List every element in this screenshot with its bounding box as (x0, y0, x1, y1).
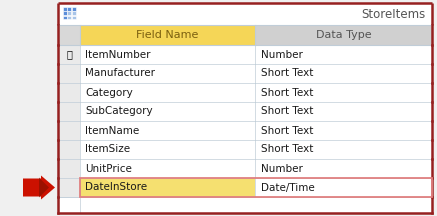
Text: Number: Number (261, 164, 303, 173)
Bar (255, 102, 432, 121)
Bar (58, 102, 80, 121)
Bar (255, 140, 432, 159)
Bar (72, 7, 76, 11)
Bar (58, 121, 80, 140)
Text: ItemSize: ItemSize (85, 145, 130, 154)
Bar (80, 178, 432, 197)
Bar (67, 7, 71, 11)
Bar (255, 178, 432, 197)
Bar (80, 25, 255, 45)
Text: Short Text: Short Text (261, 145, 313, 154)
Bar (72, 16, 76, 19)
Text: Manufacturer: Manufacturer (85, 68, 155, 78)
Text: DateInStore: DateInStore (85, 183, 147, 192)
Bar (58, 25, 80, 45)
Text: ItemNumber: ItemNumber (85, 49, 150, 59)
Bar (58, 159, 80, 178)
Text: Data Type: Data Type (316, 30, 371, 40)
Text: Short Text: Short Text (261, 106, 313, 116)
Text: Field Name: Field Name (136, 30, 199, 40)
Bar (58, 3, 432, 25)
Text: StoreItems: StoreItems (362, 8, 426, 21)
Text: UnitPrice: UnitPrice (85, 164, 132, 173)
Bar (80, 178, 255, 197)
Text: Short Text: Short Text (261, 87, 313, 97)
Bar (80, 45, 255, 64)
Bar (63, 7, 67, 11)
Bar (58, 140, 80, 159)
Polygon shape (23, 175, 55, 200)
Bar (72, 11, 76, 15)
Bar (58, 178, 80, 197)
Text: Category: Category (85, 87, 133, 97)
Bar (255, 159, 432, 178)
Text: SubCategory: SubCategory (85, 106, 153, 116)
Text: Date/Time: Date/Time (261, 183, 315, 192)
Bar (58, 83, 80, 102)
Bar (58, 45, 80, 64)
Bar (80, 102, 255, 121)
Bar (63, 16, 67, 19)
Text: Short Text: Short Text (261, 125, 313, 135)
Bar (80, 64, 255, 83)
Bar (80, 140, 255, 159)
Bar (80, 159, 255, 178)
Bar (255, 121, 432, 140)
Bar (80, 121, 255, 140)
Bar (255, 64, 432, 83)
Polygon shape (39, 178, 49, 197)
Bar (255, 45, 432, 64)
Bar (67, 11, 71, 15)
Bar (58, 64, 80, 83)
Text: Short Text: Short Text (261, 68, 313, 78)
Text: Number: Number (261, 49, 303, 59)
Bar (67, 16, 71, 19)
Bar (255, 25, 432, 45)
Bar (63, 11, 67, 15)
Bar (255, 83, 432, 102)
Bar (80, 83, 255, 102)
Text: ItemName: ItemName (85, 125, 139, 135)
Bar (58, 197, 432, 213)
Text: 🗝: 🗝 (66, 49, 72, 59)
